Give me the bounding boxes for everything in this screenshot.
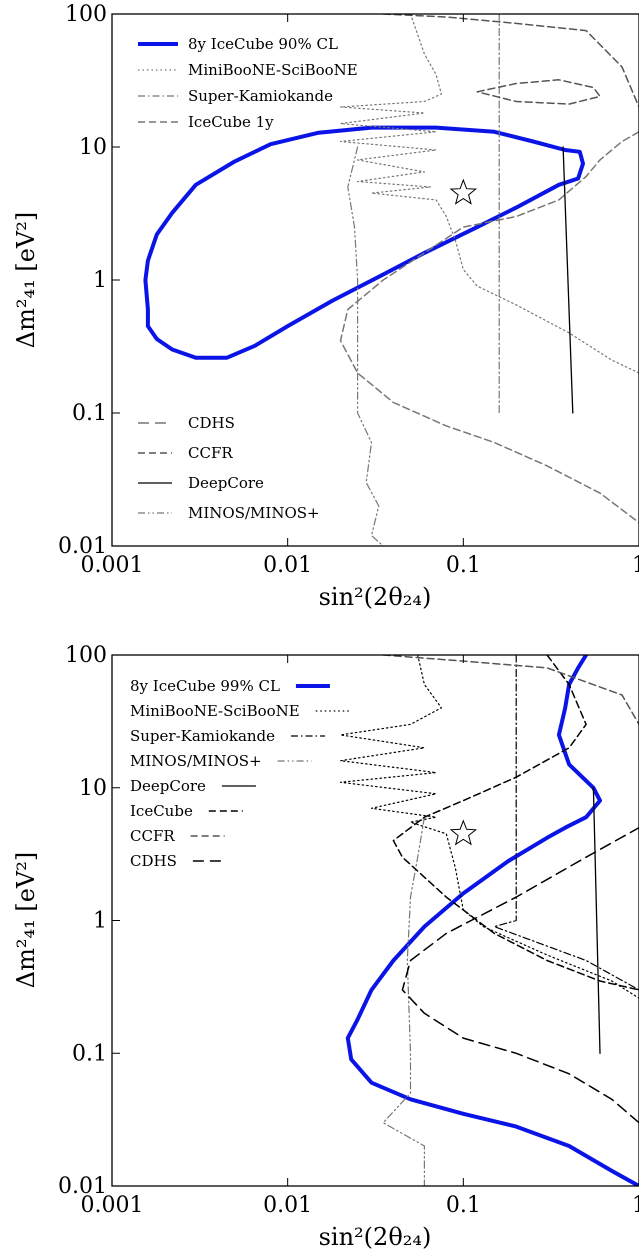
top-legend-label: Super-Kamiokande bbox=[188, 87, 333, 105]
bottom-best-fit-group bbox=[449, 819, 478, 846]
top-ytick-label: 10 bbox=[79, 135, 107, 160]
bottom-x-axis-label: sin²(2θ₂₄) bbox=[319, 1223, 432, 1251]
bot-series-cdhs bbox=[401, 826, 639, 1124]
top-legend-label: MINOS/MINOS+ bbox=[188, 504, 320, 522]
top-series-ccfr-loop bbox=[476, 79, 601, 105]
top-series-icecube-1y bbox=[339, 131, 639, 524]
bot-series-icecube bbox=[392, 655, 639, 991]
top-legend-label: CCFR bbox=[188, 444, 233, 462]
bottom-legend-label: CDHS bbox=[130, 852, 177, 870]
top-ytick-label: 0.01 bbox=[58, 534, 107, 559]
bot-ytick-label: 1 bbox=[93, 909, 107, 934]
bot-ytick-label: 100 bbox=[65, 643, 107, 668]
top-ytick-label: 0.1 bbox=[72, 401, 107, 426]
bot-xtick-label: 0.001 bbox=[81, 1193, 144, 1218]
bot-ytick-label: 10 bbox=[79, 776, 107, 801]
top-best-fit-group bbox=[449, 178, 478, 205]
top-ytick-label: 1 bbox=[93, 268, 107, 293]
top-legend-label: CDHS bbox=[188, 414, 235, 432]
bot-xtick-label: 1 bbox=[632, 1193, 639, 1218]
bot-xtick-label: 0.1 bbox=[446, 1193, 481, 1218]
top-y-axis-label: Δm²₄₁ [eV²] bbox=[12, 212, 40, 348]
top-series-deepcore bbox=[562, 146, 574, 414]
top-x-axis-label: sin²(2θ₂₄) bbox=[319, 583, 432, 611]
bottom-legend-label: CCFR bbox=[130, 827, 175, 845]
top-xtick-label: 1 bbox=[632, 553, 639, 578]
bot-series-minos-minos bbox=[382, 816, 425, 1186]
top-xtick-label: 0.001 bbox=[81, 553, 144, 578]
bot-ytick-label: 0.1 bbox=[72, 1041, 107, 1066]
bottom-y-axis-label: Δm²₄₁ [eV²] bbox=[12, 852, 40, 988]
bottom-legend-label: Super-Kamiokande bbox=[130, 727, 275, 745]
top-legend-label: DeepCore bbox=[188, 474, 264, 492]
top-series-group bbox=[143, 14, 639, 546]
bottom-legend-label: IceCube bbox=[130, 802, 193, 820]
bot-ytick-label: 0.01 bbox=[58, 1174, 107, 1199]
bot-best-fit-star-icon bbox=[449, 819, 478, 846]
top-best-fit-star-icon bbox=[449, 178, 478, 205]
top-xtick-label: 0.1 bbox=[446, 553, 481, 578]
top-ytick-label: 100 bbox=[65, 2, 107, 27]
bot-xtick-label: 0.01 bbox=[263, 1193, 312, 1218]
bot-series-ccfr bbox=[382, 655, 639, 726]
bot-series-miniboone-sciboone bbox=[339, 655, 639, 999]
bot-series-deepcore bbox=[592, 787, 601, 1054]
bot-series-8y-icecube-99-cl bbox=[345, 655, 639, 1186]
top-series-miniboone-sciboone bbox=[339, 14, 639, 374]
top-legend-upper: 8y IceCube 90% CL MiniBooNE-SciBooNE Super… bbox=[138, 35, 358, 131]
top-legend-label: IceCube 1y bbox=[188, 113, 274, 131]
top-legend-label: 8y IceCube 90% CL bbox=[188, 35, 338, 53]
bottom-series-group bbox=[339, 655, 639, 1186]
bottom-legend-label: MINOS/MINOS+ bbox=[130, 752, 262, 770]
top-series-ccfr bbox=[382, 14, 639, 108]
bottom-legend-label: DeepCore bbox=[130, 777, 206, 795]
bot-series-super-kamiokande bbox=[493, 655, 639, 991]
top-xtick-label: 0.01 bbox=[263, 553, 312, 578]
top-legend-label: MiniBooNE-SciBooNE bbox=[188, 61, 358, 79]
bottom-legend-label: MiniBooNE-SciBooNE bbox=[130, 702, 300, 720]
top-series-minos-minos bbox=[347, 146, 384, 546]
top-series-8y-icecube-90-cl bbox=[143, 125, 585, 360]
bottom-legend-label: 8y IceCube 99% CL bbox=[130, 677, 280, 695]
bottom-legend: 8y IceCube 99% CL MiniBooNE-SciBooNE Super… bbox=[130, 677, 350, 870]
top-legend-lower: CDHS CCFR DeepCore MINOS/MINOS+ bbox=[138, 414, 320, 522]
